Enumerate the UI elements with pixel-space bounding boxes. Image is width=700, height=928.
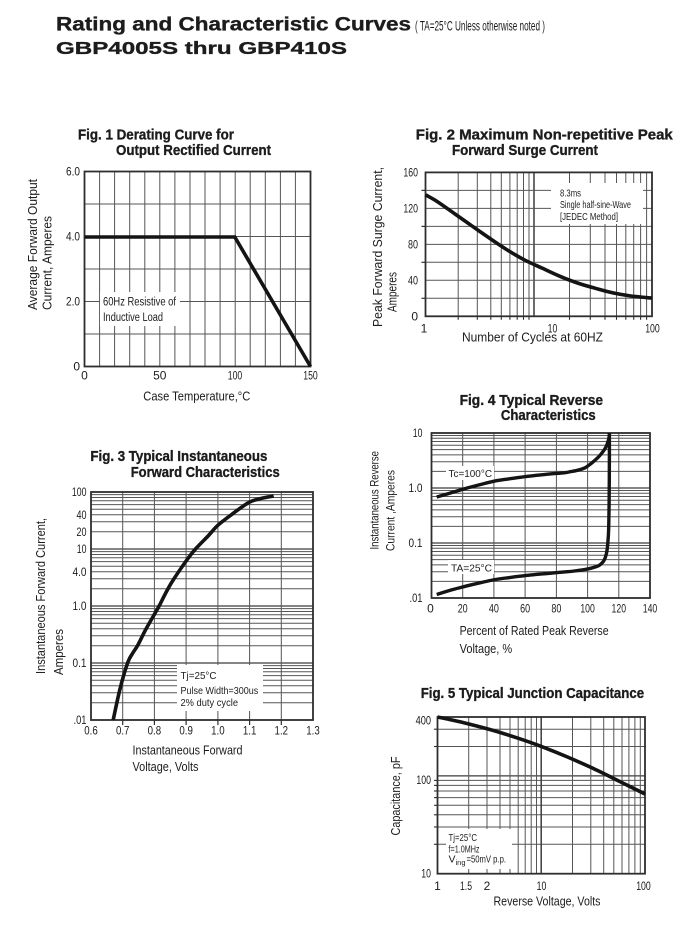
svg-text:.01: .01 [410, 591, 423, 605]
svg-text:Amperes: Amperes [386, 272, 400, 312]
svg-text:1: 1 [421, 322, 428, 336]
svg-text:120: 120 [403, 202, 418, 216]
svg-text:f=1.0MHz: f=1.0MHz [449, 844, 480, 856]
svg-text:Inductive Load: Inductive Load [103, 312, 163, 324]
svg-text:140: 140 [643, 602, 658, 616]
svg-text:TA=25°C: TA=25°C [451, 563, 492, 575]
svg-text:[JEDEC Method]: [JEDEC Method] [560, 211, 618, 223]
svg-text:2: 2 [484, 879, 491, 893]
svg-text:80: 80 [551, 602, 561, 616]
svg-text:Percent of Rated Peak Reverse: Percent of Rated Peak Reverse [460, 624, 609, 638]
svg-text:150: 150 [303, 369, 318, 383]
svg-text:100: 100 [580, 602, 595, 616]
svg-text:10: 10 [413, 426, 423, 440]
svg-text:40: 40 [489, 602, 499, 616]
svg-text:Forward Surge Current: Forward Surge Current [452, 142, 598, 159]
svg-text:1.5: 1.5 [460, 879, 472, 893]
svg-text:( TA=25°C Unless otherwise not: ( TA=25°C Unless otherwise noted ) [415, 18, 545, 34]
svg-text:0: 0 [411, 310, 418, 324]
svg-text:0.9: 0.9 [179, 724, 193, 738]
svg-text:0.7: 0.7 [116, 724, 130, 738]
svg-text:1.1: 1.1 [243, 724, 257, 738]
svg-text:Pulse Width=300us: Pulse Width=300us [181, 685, 259, 697]
svg-text:1.0: 1.0 [409, 481, 423, 495]
svg-text:6.0: 6.0 [66, 165, 80, 179]
svg-text:Case Temperature,°C: Case Temperature,°C [143, 390, 250, 404]
svg-text:ing: ing [456, 858, 466, 867]
svg-text:Peak Forward Surge Current,: Peak Forward Surge Current, [371, 167, 385, 327]
svg-text:0: 0 [81, 369, 88, 383]
svg-text:GBP4005S thru GBP410S: GBP4005S thru GBP410S [56, 38, 347, 58]
svg-text:10: 10 [77, 542, 87, 556]
svg-text:Number of Cycles at 60HZ: Number of Cycles at 60HZ [462, 331, 603, 345]
svg-text:0.6: 0.6 [84, 724, 98, 738]
svg-text:Rating and Characteristic Curv: Rating and Characteristic Curves [56, 15, 411, 36]
svg-text:Amperes: Amperes [52, 629, 66, 675]
svg-text:Fig. 1 Derating Curve for: Fig. 1 Derating Curve for [78, 127, 234, 144]
svg-text:Characteristics: Characteristics [501, 407, 596, 424]
svg-text:Reverse Voltage, Volts: Reverse Voltage, Volts [494, 895, 601, 909]
svg-text:0.1: 0.1 [73, 656, 87, 670]
svg-text:100: 100 [228, 369, 243, 383]
svg-text:50: 50 [153, 369, 167, 383]
svg-text:10: 10 [421, 866, 431, 880]
svg-text:0: 0 [73, 360, 80, 374]
svg-text:0.1: 0.1 [409, 536, 423, 550]
svg-text:0: 0 [427, 602, 434, 616]
svg-text:20: 20 [458, 602, 468, 616]
svg-text:Instantaneous Forward Current,: Instantaneous Forward Current, [34, 518, 48, 674]
svg-text:40: 40 [408, 274, 418, 288]
svg-text:Instantaneous Forward: Instantaneous Forward [133, 744, 243, 758]
svg-text:10: 10 [537, 879, 547, 893]
svg-text:Fig. 2 Maximum Non-repetitive: Fig. 2 Maximum Non-repetitive Peak [416, 127, 674, 144]
svg-text:Fig. 5 Typical Junction Capaci: Fig. 5 Typical Junction Capacitance [421, 685, 644, 702]
svg-text:Instantaneous Reverse: Instantaneous Reverse [368, 451, 382, 550]
svg-text:Fig. 3 Typical Instantaneous: Fig. 3 Typical Instantaneous [90, 448, 267, 465]
svg-text:100: 100 [636, 879, 651, 893]
svg-text:400: 400 [416, 714, 432, 728]
svg-text:V: V [449, 854, 456, 866]
svg-text:Voltage, %: Voltage, % [460, 642, 513, 656]
svg-text:2.0: 2.0 [66, 295, 80, 309]
svg-text:Current ,Amperes: Current ,Amperes [384, 470, 398, 551]
svg-text:80: 80 [408, 238, 418, 252]
svg-text:Current, Amperes: Current, Amperes [41, 216, 55, 310]
svg-text:=50mV p.p.: =50mV p.p. [467, 854, 507, 866]
svg-text:.01: .01 [74, 713, 87, 727]
svg-text:1.2: 1.2 [275, 724, 289, 738]
svg-text:Tj=25°C: Tj=25°C [449, 832, 478, 844]
svg-text:2% duty cycle: 2% duty cycle [181, 697, 239, 709]
svg-text:Average Forward Output: Average Forward Output [26, 179, 40, 310]
svg-text:0.8: 0.8 [148, 724, 162, 738]
svg-text:60Hz Resistive of: 60Hz Resistive of [103, 297, 177, 309]
svg-text:Forward Characteristics: Forward Characteristics [131, 464, 280, 481]
svg-text:120: 120 [612, 602, 627, 616]
svg-text:1: 1 [434, 879, 441, 893]
svg-text:4.0: 4.0 [73, 565, 87, 579]
svg-text:100: 100 [416, 773, 431, 787]
svg-text:60: 60 [520, 602, 530, 616]
svg-text:1.0: 1.0 [211, 724, 225, 738]
svg-text:8.3ms: 8.3ms [560, 188, 581, 200]
svg-text:Tc=100°C: Tc=100°C [449, 468, 493, 480]
svg-text:10: 10 [548, 322, 558, 336]
svg-text:Tj=25°C: Tj=25°C [181, 670, 217, 682]
svg-text:Output Rectified Current: Output Rectified Current [116, 142, 271, 159]
svg-text:20: 20 [77, 525, 87, 539]
svg-text:Voltage, Volts: Voltage, Volts [133, 760, 199, 774]
svg-text:Fig. 4 Typical Reverse: Fig. 4 Typical Reverse [460, 392, 603, 409]
svg-text:100: 100 [72, 485, 87, 499]
svg-text:1.3: 1.3 [306, 724, 320, 738]
svg-text:Single half-sine-Wave: Single half-sine-Wave [560, 199, 631, 211]
svg-text:160: 160 [403, 166, 418, 180]
svg-text:1.0: 1.0 [73, 599, 87, 613]
svg-text:100: 100 [645, 322, 660, 336]
svg-text:Capacitance, pF: Capacitance, pF [389, 756, 403, 835]
svg-text:4.0: 4.0 [66, 230, 80, 244]
svg-text:40: 40 [77, 508, 87, 522]
